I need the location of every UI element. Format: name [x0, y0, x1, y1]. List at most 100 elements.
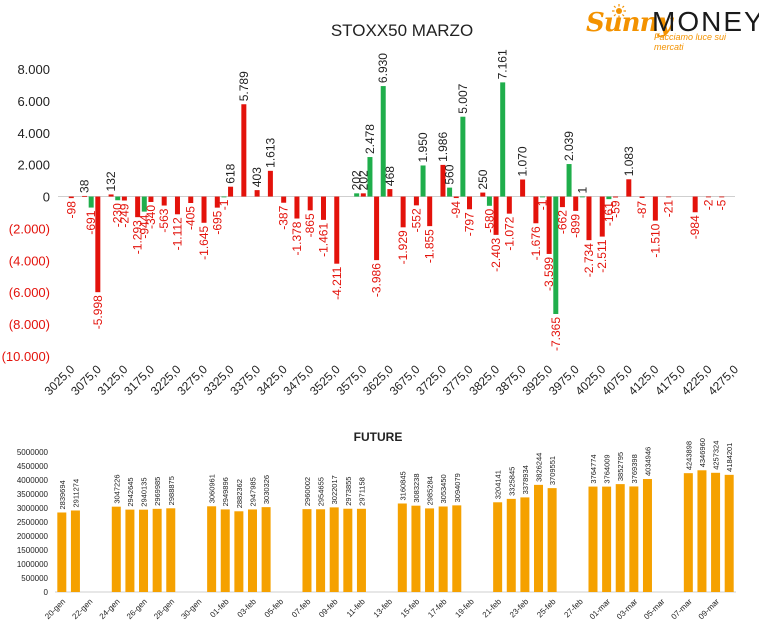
x-tick-label: 01-mar	[588, 597, 613, 622]
future-chart-title: FUTURE	[354, 430, 403, 444]
sun-icon	[612, 4, 626, 18]
data-label: -87	[635, 201, 649, 219]
bar	[334, 196, 340, 264]
data-label: -7.365	[549, 317, 563, 351]
x-tick-label: 30-gen	[179, 597, 203, 621]
future-x-axis: 20-gen 22-gen 24-gen 26-gen 28-gen 30-gen 01-f…	[43, 597, 721, 622]
x-tick-label: 11-feb	[345, 597, 367, 619]
data-label: -4.211	[330, 266, 344, 299]
bar	[629, 486, 639, 592]
bar	[683, 473, 693, 592]
y-tick-label: 0	[43, 190, 50, 205]
bar	[692, 196, 698, 213]
data-label: 3060961	[208, 474, 217, 503]
logo-word-money: MONEY	[652, 6, 759, 37]
data-label: 2940135	[140, 477, 149, 506]
data-label: 2960002	[303, 477, 312, 506]
y-tick-label: 8.000	[17, 62, 50, 77]
data-label: -865	[303, 213, 317, 237]
logo-word-sunny: Sunny	[586, 8, 673, 38]
bar	[82, 195, 88, 197]
bar	[207, 506, 217, 592]
bar	[247, 509, 257, 592]
x-tick-label: 20-gen	[43, 597, 67, 621]
bar	[547, 488, 557, 592]
bar	[486, 196, 492, 206]
data-label: 2971158	[357, 477, 366, 506]
data-label: -2	[701, 199, 715, 210]
data-label: -5.998	[91, 295, 105, 329]
bar	[228, 186, 234, 197]
data-label: -94	[449, 201, 463, 219]
bar	[493, 502, 503, 592]
bar	[493, 196, 499, 235]
data-label: -230	[111, 203, 125, 227]
data-label: 3083238	[412, 473, 421, 502]
data-label: -797	[463, 212, 477, 236]
bar	[613, 196, 619, 198]
bar	[307, 196, 313, 211]
data-label: -899	[569, 214, 583, 238]
x-tick-label: 4275,0	[705, 362, 741, 398]
bar	[573, 196, 579, 211]
data-label: -695	[210, 210, 224, 234]
bar	[520, 497, 530, 592]
data-label: -1	[536, 199, 550, 210]
bar	[241, 104, 247, 197]
data-label: 2942645	[126, 477, 135, 506]
data-label: 132	[104, 171, 118, 191]
bar	[397, 503, 407, 592]
bar	[553, 196, 559, 314]
stoxx50-bars	[68, 82, 725, 314]
bar	[139, 509, 149, 592]
bar	[234, 511, 244, 592]
bar	[642, 479, 652, 592]
data-label: 2839694	[58, 480, 67, 509]
future-y-axis: 0 500000 1000000 1500000 2000000 2500000 30000…	[17, 448, 736, 597]
bar	[380, 86, 386, 197]
y-tick-label: 4000000	[17, 476, 49, 485]
bar	[480, 192, 486, 197]
data-label: -1.293	[131, 220, 145, 254]
data-label: 3047226	[112, 474, 121, 503]
data-label: -1.855	[423, 229, 437, 263]
data-label: -1.645	[197, 225, 211, 259]
stoxx50-chart: STOXX50 MARZO 8.000 6.000 4.000 2.000 0 (2.00…	[2, 21, 742, 398]
bar	[438, 506, 448, 592]
data-label: 4346960	[698, 438, 707, 467]
data-label: -249	[117, 203, 131, 227]
bar	[626, 179, 632, 197]
data-label: -984	[688, 215, 702, 239]
data-label: 2954655	[317, 477, 326, 506]
x-tick-label: 17-feb	[426, 597, 449, 620]
y-tick-label: 1500000	[17, 546, 49, 555]
bar	[320, 196, 326, 220]
data-label: -1.112	[170, 217, 184, 250]
data-label: -161	[602, 202, 616, 226]
bar	[360, 193, 366, 197]
bar	[602, 486, 612, 592]
x-tick-label: 09-feb	[317, 597, 340, 620]
data-label: -21	[662, 200, 676, 218]
bar	[121, 196, 127, 201]
x-tick-label: 05-mar	[642, 597, 667, 622]
bar	[374, 196, 380, 261]
data-label: -340	[144, 205, 158, 229]
data-label: 2.039	[562, 131, 576, 161]
y-tick-label: 4.000	[17, 126, 50, 141]
data-label: -3.986	[370, 263, 384, 297]
sunny-money-logo: Sunny MONEY Facciamo luce sui mercati	[582, 4, 759, 52]
data-label: 3378934	[521, 465, 530, 494]
bar	[652, 196, 658, 221]
data-label: 6.930	[376, 53, 390, 83]
bar	[152, 508, 162, 592]
logo-tagline: Facciamo luce sui mercati	[654, 32, 727, 52]
data-label: -1.676	[529, 226, 543, 260]
data-label: 1.070	[516, 146, 530, 176]
y-tick-label: 2500000	[17, 518, 49, 527]
bar	[148, 196, 154, 202]
bar	[188, 196, 194, 204]
data-label: -662	[555, 210, 569, 234]
data-label: 1.083	[622, 146, 636, 176]
y-tick-label: (6.000)	[9, 285, 50, 300]
